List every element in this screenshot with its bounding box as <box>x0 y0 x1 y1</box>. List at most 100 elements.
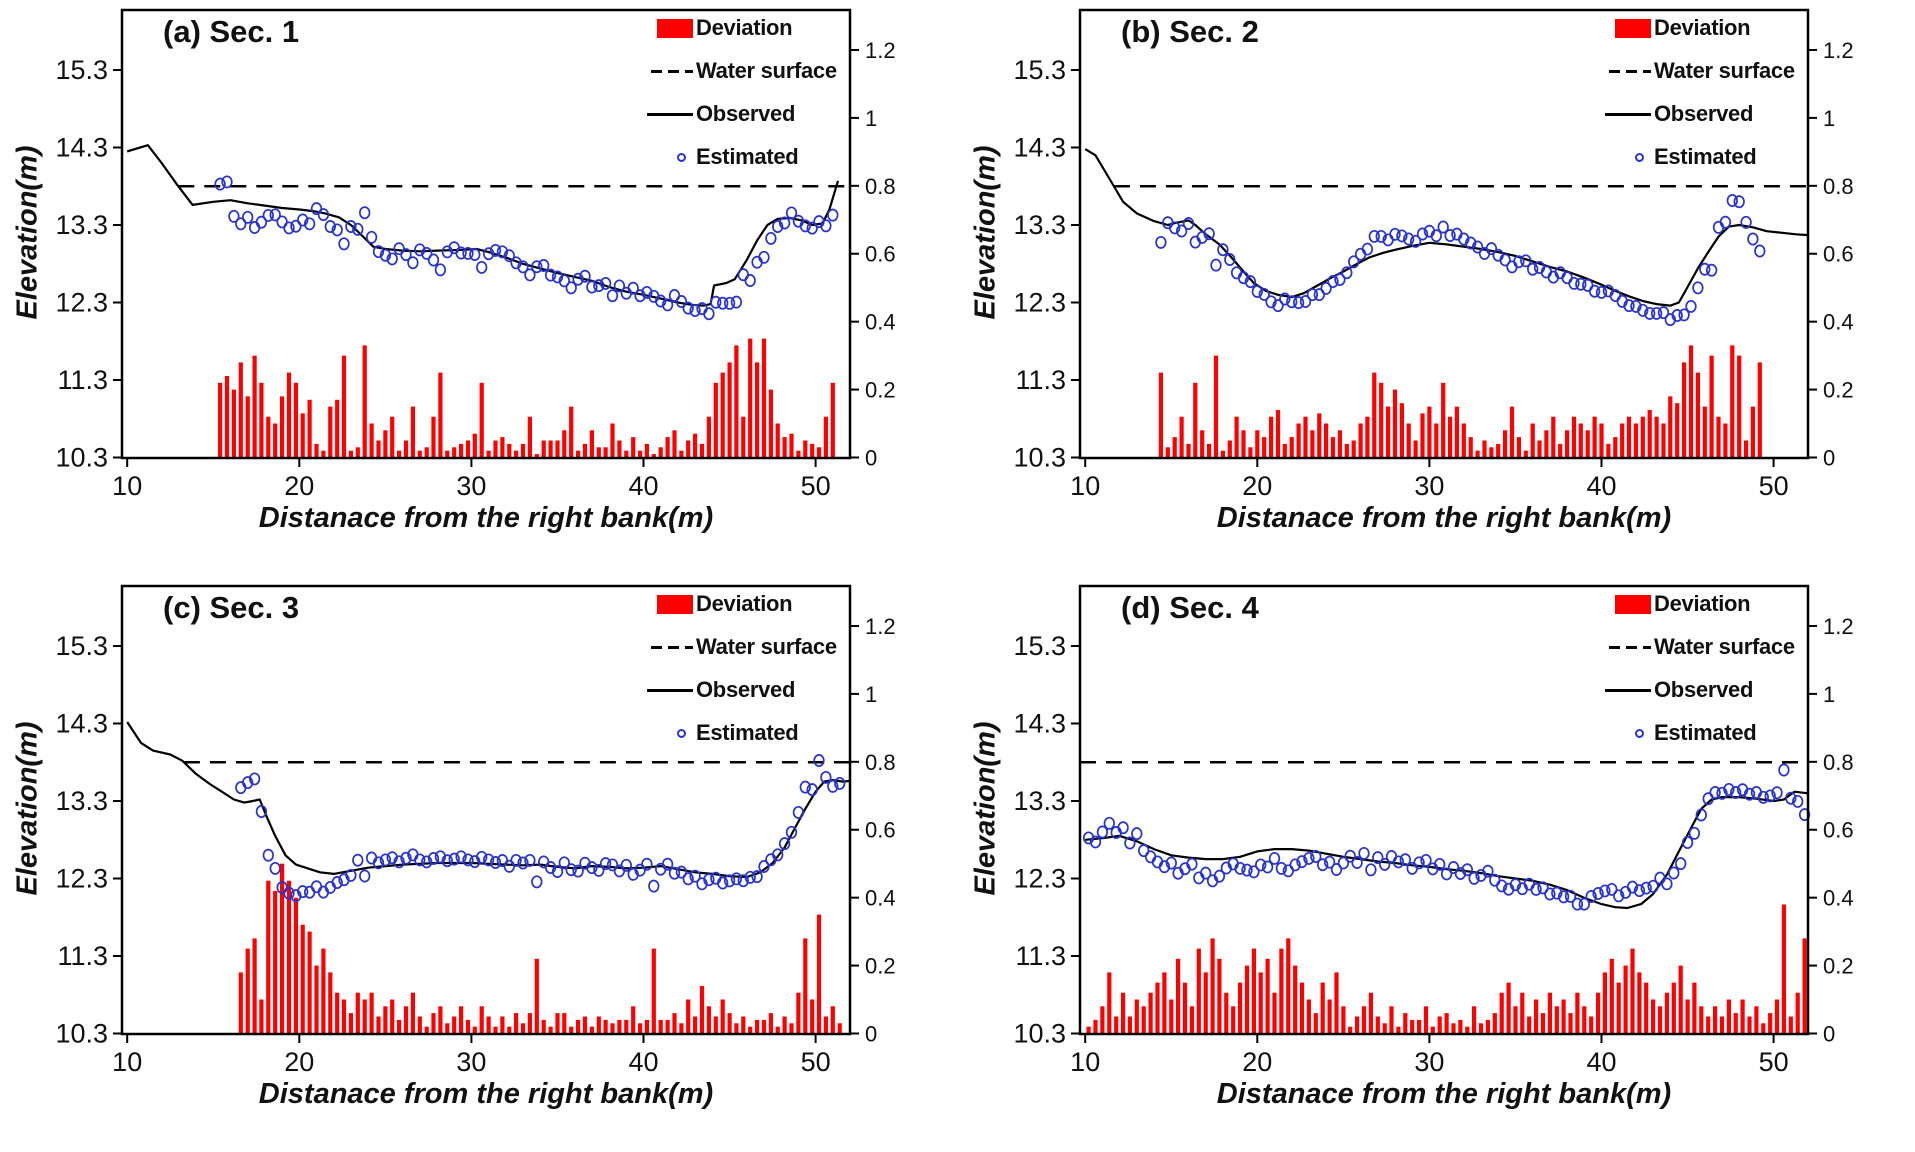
legend-item-deviation: Deviation <box>1596 13 1795 43</box>
x-axis-title: Distanace from the right bank(m) <box>258 502 714 534</box>
observed-line-swatch <box>1605 688 1651 692</box>
left-tick-label: 14.3 <box>55 709 108 739</box>
observed-line-swatch <box>1605 112 1651 116</box>
right-tick-label: 1.2 <box>865 38 896 63</box>
legend: Deviation Water surface Observed Estimat… <box>638 589 837 748</box>
legend-label: Estimated <box>696 720 799 745</box>
estimated-points <box>214 175 839 321</box>
right-tick-label: 0 <box>1823 446 1835 471</box>
left-tick-label: 11.3 <box>1015 941 1066 971</box>
legend: Deviation Water surface Observed Estimat… <box>1596 13 1795 172</box>
left-tick-label: 11.3 <box>1015 365 1066 395</box>
left-tick-label: 13.3 <box>55 786 108 816</box>
x-tick-label: 10 <box>112 471 142 501</box>
axis-frame <box>113 8 859 467</box>
left-tick-label: 15.3 <box>1013 631 1066 661</box>
x-tick-label: 40 <box>1586 1047 1616 1077</box>
right-tick-label: 0.6 <box>865 242 896 267</box>
left-tick-label: 14.3 <box>55 133 108 163</box>
legend-label: Observed <box>1654 101 1754 126</box>
x-tick-label: 50 <box>1759 1047 1789 1077</box>
axis-frame <box>113 584 859 1043</box>
x-tick-label: 50 <box>801 471 831 501</box>
observed-line <box>1084 148 1809 307</box>
right-tick-label: 1 <box>865 682 877 707</box>
deviation-bars <box>1158 345 1762 458</box>
panel-c: 15.3 14.3 13.3 12.3 11.3 10.3 10 20 30 40 50 1.2 1 0.… <box>0 576 957 1152</box>
dashed-line-swatch <box>651 645 693 649</box>
left-tick-label: 15.3 <box>55 55 108 85</box>
panel-b: 15.3 14.3 13.3 12.3 11.3 10.3 10 20 30 40 50 1.2 1 0.… <box>958 0 1915 576</box>
right-tick-label: 1 <box>1823 682 1835 707</box>
legend: Deviation Water surface Observed Estimat… <box>638 13 837 172</box>
estimated-circle-swatch <box>1635 152 1644 162</box>
right-tick-label: 1.2 <box>1823 614 1854 639</box>
right-tick-label: 0.4 <box>865 310 896 335</box>
legend-item-deviation: Deviation <box>638 589 837 619</box>
legend-label: Water surface <box>1654 634 1795 659</box>
left-tick-label: 10.3 <box>1013 1019 1066 1049</box>
x-tick-label: 40 <box>628 471 658 501</box>
deviation-bars <box>1086 904 1807 1034</box>
x-tick-label: 30 <box>456 471 486 501</box>
legend-item-deviation: Deviation <box>638 13 837 43</box>
right-tick-label: 0.2 <box>1823 378 1854 403</box>
legend-label: Observed <box>696 101 796 126</box>
axis-frame <box>1071 8 1817 467</box>
observed-line-swatch <box>647 112 693 116</box>
x-tick-label: 50 <box>801 1047 831 1077</box>
left-tick-label: 14.3 <box>1013 133 1066 163</box>
legend-item-observed: Observed <box>638 99 837 129</box>
x-tick-label: 30 <box>1414 471 1444 501</box>
right-tick-label: 1.2 <box>865 614 896 639</box>
left-axis-title: Elevation(m) <box>11 721 44 896</box>
x-tick-label: 40 <box>1586 471 1616 501</box>
right-tick-label: 0.4 <box>865 886 896 911</box>
legend-item-water-surface: Water surface <box>638 632 837 662</box>
x-tick-label: 10 <box>1070 471 1100 501</box>
plot-canvas-b: 15.3 14.3 13.3 12.3 11.3 10.310 20 30 40 50 1.2 1 0.… <box>1013 8 1854 501</box>
right-tick-label: 0.8 <box>865 174 896 199</box>
legend-label: Observed <box>1654 677 1754 702</box>
left-tick-label: 13.3 <box>1013 210 1066 240</box>
estimated-points <box>235 754 846 903</box>
left-tick-label: 13.3 <box>1013 786 1066 816</box>
left-tick-label: 15.3 <box>55 631 108 661</box>
left-tick-label: 11.3 <box>57 365 108 395</box>
x-tick-label: 20 <box>284 471 314 501</box>
observed-line <box>1085 790 1809 910</box>
right-tick-label: 0.2 <box>1823 954 1854 979</box>
left-tick-label: 12.3 <box>55 288 108 318</box>
right-tick-label: 0.4 <box>1823 310 1854 335</box>
panel-title: (b) Sec. 2 <box>1121 14 1259 49</box>
legend-item-observed: Observed <box>638 675 837 705</box>
dashed-line-swatch <box>1609 69 1651 73</box>
legend-item-estimated: Estimated <box>638 142 837 172</box>
left-axis-title: Elevation(m) <box>969 145 1002 320</box>
legend-item-observed: Observed <box>1596 675 1795 705</box>
right-tick-label: 0 <box>865 446 877 471</box>
deviation-bar-swatch <box>1615 594 1651 614</box>
legend-item-water-surface: Water surface <box>1596 632 1795 662</box>
legend-label: Estimated <box>696 144 799 169</box>
observed-line-swatch <box>647 688 693 692</box>
estimated-points <box>1082 763 1811 911</box>
legend-item-observed: Observed <box>1596 99 1795 129</box>
left-tick-label: 12.3 <box>55 864 108 894</box>
legend-label: Deviation <box>696 15 793 40</box>
right-tick-label: 0 <box>865 1022 877 1047</box>
deviation-bars <box>238 863 842 1034</box>
left-tick-label: 10.3 <box>55 443 108 473</box>
left-tick-label: 14.3 <box>1013 709 1066 739</box>
plot-canvas-a: 15.3 14.3 13.3 12.3 11.3 10.310 20 30 40 50 1.2 1 0.… <box>55 8 896 501</box>
left-axis-title: Elevation(m) <box>969 721 1002 896</box>
deviation-bars <box>218 338 835 458</box>
left-tick-label: 10.3 <box>1013 443 1066 473</box>
left-tick-label: 12.3 <box>1013 864 1066 894</box>
panel-a: 15.3 14.3 13.3 12.3 11.3 10.3 10 20 30 40 50 1.2 1 0.… <box>0 0 957 576</box>
right-tick-label: 0.2 <box>865 954 896 979</box>
plot-canvas-d: 15.3 14.3 13.3 12.3 11.3 10.310 20 30 40 50 1.2 1 0.… <box>1013 584 1854 1077</box>
deviation-bar-swatch <box>1615 18 1651 38</box>
legend-label: Water surface <box>696 58 837 83</box>
